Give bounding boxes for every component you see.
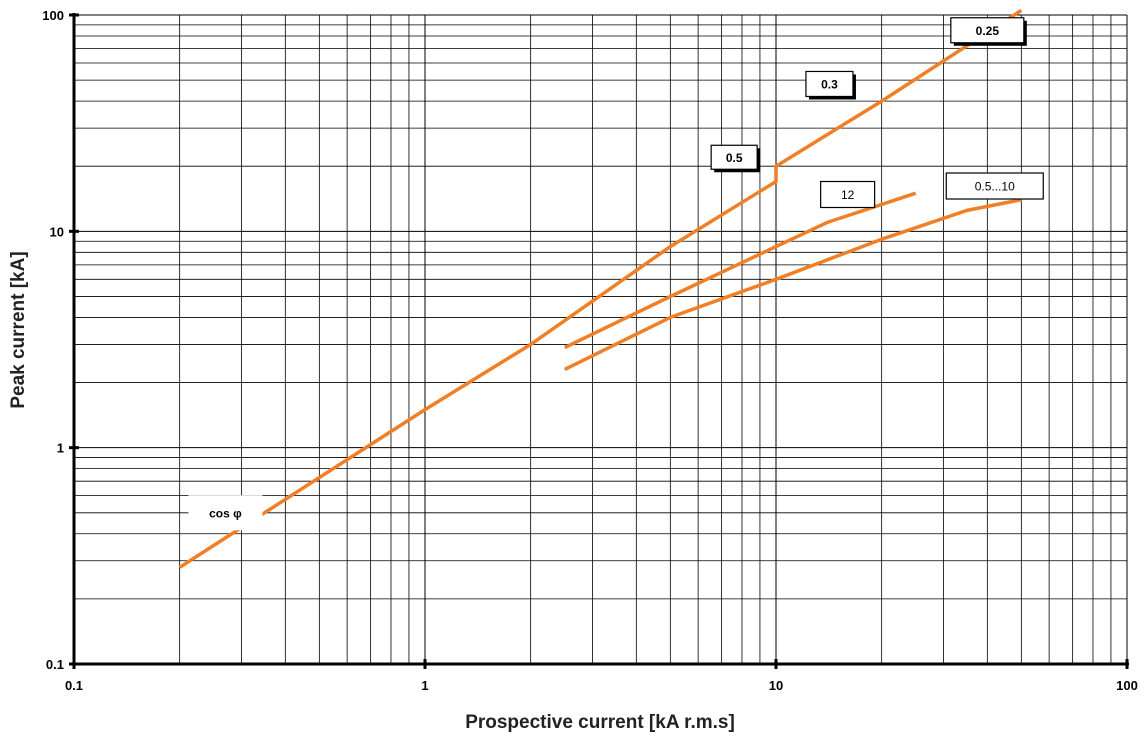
label-cos-phi: cos φ — [188, 495, 263, 531]
y-axis-title: Peak current [kA] — [8, 251, 29, 408]
series-lines — [178, 8, 1023, 569]
series-line-3 — [563, 197, 1022, 371]
y-tick-label: 0.1 — [46, 657, 64, 672]
x-axis-title: Prospective current [kA r.m.s] — [465, 712, 735, 733]
y-tick-label: 10 — [50, 224, 64, 239]
x-tick-label: 10 — [769, 678, 783, 693]
x-tick-label: 100 — [1116, 678, 1138, 693]
label-box — [950, 17, 1025, 44]
x-tick-label: 1 — [421, 678, 428, 693]
label-text: 0.5 — [726, 151, 743, 165]
label-0-5-to-10: 0.5...10 — [945, 172, 1044, 200]
tick-labels: 0.1 1 10 100 0.1 1 10 100 — [42, 8, 1138, 693]
x-tick-label: 0.1 — [65, 678, 83, 693]
grid — [74, 14, 1128, 664]
label-text: 0.25 — [976, 24, 1000, 38]
series-line-2 — [563, 191, 917, 350]
y-tick-label: 1 — [57, 441, 64, 456]
axes — [69, 13, 1129, 669]
label-0-25: 0.25 — [950, 17, 1027, 46]
label-text: 0.3 — [821, 77, 838, 91]
series-line-1 — [178, 8, 1023, 569]
label-0-3: 0.3 — [805, 70, 856, 100]
y-tick-label: 100 — [42, 8, 64, 23]
label-box — [820, 180, 876, 209]
label-text: 12 — [841, 188, 855, 202]
label-box — [192, 499, 259, 527]
label-text: 0.5...10 — [975, 180, 1015, 194]
label-12: 12 — [820, 180, 876, 209]
label-box — [805, 70, 854, 98]
label-0-5: 0.5 — [710, 144, 761, 173]
annotations: cos φ 0.5 0.3 0.25 12 0.5...10 — [188, 17, 1044, 531]
label-text: cos φ — [209, 506, 242, 520]
label-box — [710, 144, 758, 170]
label-box — [945, 172, 1044, 200]
